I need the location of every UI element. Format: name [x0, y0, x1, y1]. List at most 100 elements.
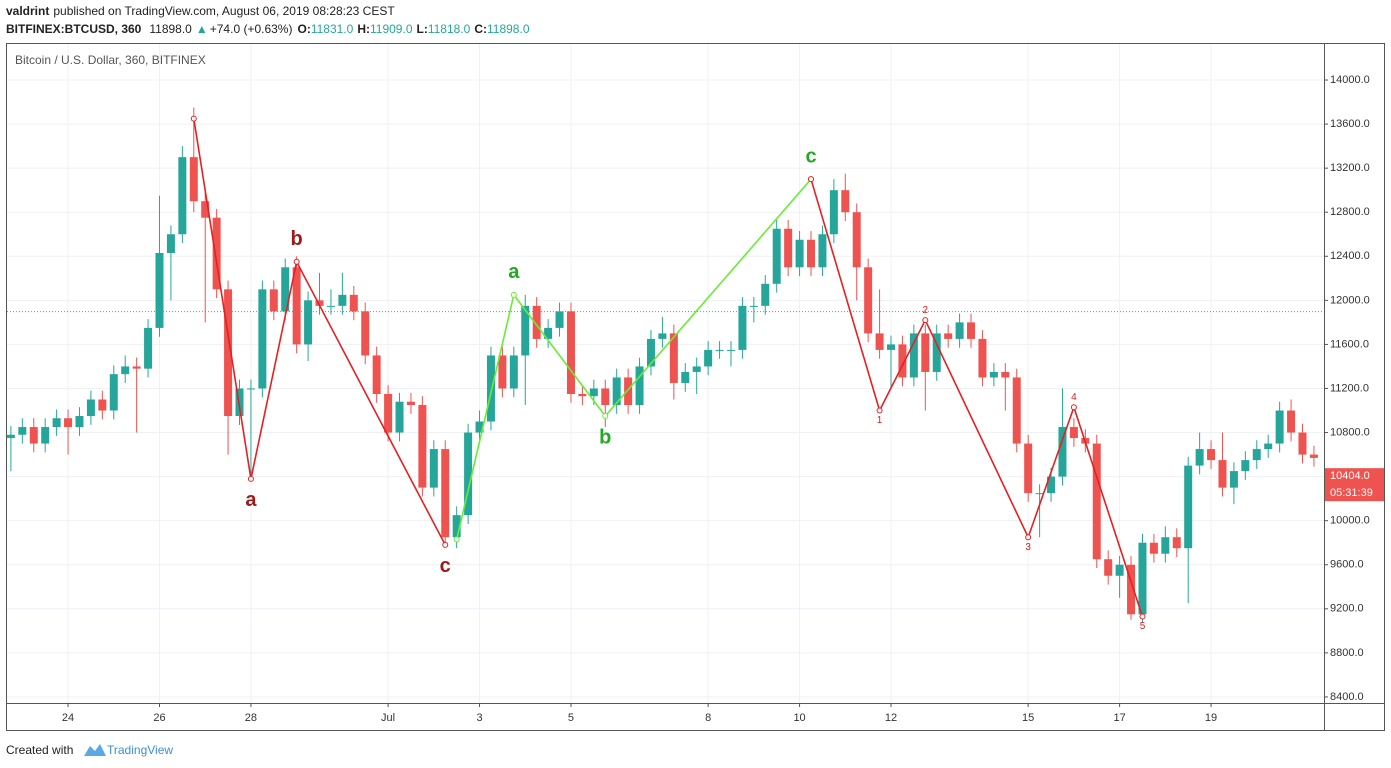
- footer-created: Created with: [6, 743, 73, 757]
- candle-body: [41, 427, 50, 444]
- x-tick-label: 12: [885, 712, 897, 724]
- candle-body: [578, 393, 587, 397]
- candle-body: [509, 355, 518, 389]
- grid: [7, 44, 1324, 703]
- wave-vertex: [808, 176, 814, 183]
- candle-body: [1058, 427, 1067, 477]
- change: +74.0 (+0.63%): [210, 22, 293, 36]
- candle-body: [292, 267, 301, 345]
- candle-body: [761, 283, 770, 306]
- candle-body: [967, 322, 976, 339]
- candle-body: [1115, 564, 1124, 576]
- wave-label: 3: [1025, 542, 1031, 553]
- candle-body: [1149, 542, 1158, 554]
- candle-body: [498, 355, 507, 389]
- wave-vertex: [1139, 613, 1146, 620]
- waves: a b c a b c 1 2 3 4 5: [190, 115, 1146, 632]
- wave-label: b: [291, 228, 303, 250]
- x-tick-label: Jul: [381, 712, 395, 724]
- ohlc-value: 11831.0: [311, 22, 354, 36]
- candle-body: [1184, 465, 1193, 549]
- ohlc-value: 11898.0: [487, 22, 530, 36]
- wave-label: 1: [877, 415, 883, 426]
- wave-label: 5: [1140, 621, 1146, 632]
- candle-body: [86, 399, 95, 417]
- candle-body: [144, 327, 153, 369]
- candle-body: [132, 366, 141, 369]
- candle-body: [1092, 443, 1101, 560]
- ohlc-value: 11909.0: [370, 22, 413, 36]
- candle-body: [612, 377, 621, 406]
- x-tick-label: 26: [153, 712, 165, 724]
- wave-vertex: [510, 291, 517, 298]
- candle-body: [635, 366, 644, 406]
- candle-body: [1127, 564, 1136, 615]
- candle-body: [429, 449, 438, 488]
- candle-body: [395, 401, 404, 433]
- candles: [6, 107, 1324, 624]
- candle-body: [704, 349, 713, 367]
- y-tick-label: 12400.0: [1330, 250, 1370, 262]
- candle-body: [864, 267, 873, 334]
- candle-body: [258, 289, 267, 389]
- y-tick-label: 14000.0: [1330, 74, 1370, 86]
- x-tick-label: 8: [705, 712, 711, 724]
- candle-body: [1252, 449, 1261, 461]
- candle-body: [406, 401, 415, 406]
- y-tick-label: 12800.0: [1330, 206, 1370, 218]
- candle-body: [887, 344, 896, 350]
- candle-body: [18, 427, 27, 435]
- candle-body: [875, 333, 884, 350]
- y-tick-label: 10000.0: [1330, 515, 1370, 527]
- wave-vertex: [876, 407, 883, 414]
- candle-body: [1047, 476, 1056, 494]
- candle-body: [852, 212, 861, 268]
- countdown: 05:31:39: [1330, 487, 1373, 499]
- candle-body: [932, 333, 941, 372]
- candle-body: [726, 349, 735, 351]
- candle-body: [772, 228, 781, 284]
- candle-body: [1229, 471, 1238, 488]
- y-tick-label: 13200.0: [1330, 162, 1370, 174]
- wave-vertex: [453, 536, 460, 543]
- candle-body: [944, 333, 953, 339]
- candle-body: [601, 388, 610, 406]
- x-tick-label: 10: [793, 712, 805, 724]
- candle-body: [681, 371, 690, 383]
- x-tick-label: 28: [245, 712, 257, 724]
- wave-label: 4: [1071, 392, 1077, 403]
- candle-body: [98, 399, 107, 411]
- candle-body: [418, 405, 427, 488]
- candle-body: [589, 388, 598, 397]
- candle-body: [829, 190, 838, 235]
- candle-body: [178, 157, 187, 235]
- y-tick-label: 12000.0: [1330, 294, 1370, 306]
- candle-body: [1287, 410, 1296, 433]
- author: valdrint: [6, 4, 49, 18]
- candle-body: [807, 239, 815, 268]
- candle-body: [1161, 537, 1170, 554]
- wave-label: a: [245, 489, 257, 511]
- candle-body: [624, 377, 633, 406]
- candle-body: [212, 217, 221, 290]
- candle-body: [909, 333, 918, 378]
- price-tag-label: 10404.0: [1330, 470, 1370, 482]
- candle-body: [1012, 377, 1021, 444]
- wave-vertex: [602, 413, 609, 420]
- candle-body: [566, 311, 575, 394]
- published: published on TradingView.com, August 06,…: [53, 4, 395, 18]
- candle-body: [246, 388, 255, 390]
- ohlc-value: 11818.0: [428, 22, 471, 36]
- candle-body: [109, 374, 118, 411]
- x-tick-label: 3: [476, 712, 482, 724]
- candle-body: [189, 157, 198, 202]
- candle-body: [555, 311, 564, 328]
- candle-body: [1241, 460, 1250, 472]
- candle-body: [6, 434, 15, 439]
- brand-logo: [84, 744, 106, 756]
- candle-body: [921, 333, 930, 372]
- chart-border: [6, 43, 1385, 731]
- candle-body: [166, 234, 175, 253]
- candle-body: [692, 366, 701, 372]
